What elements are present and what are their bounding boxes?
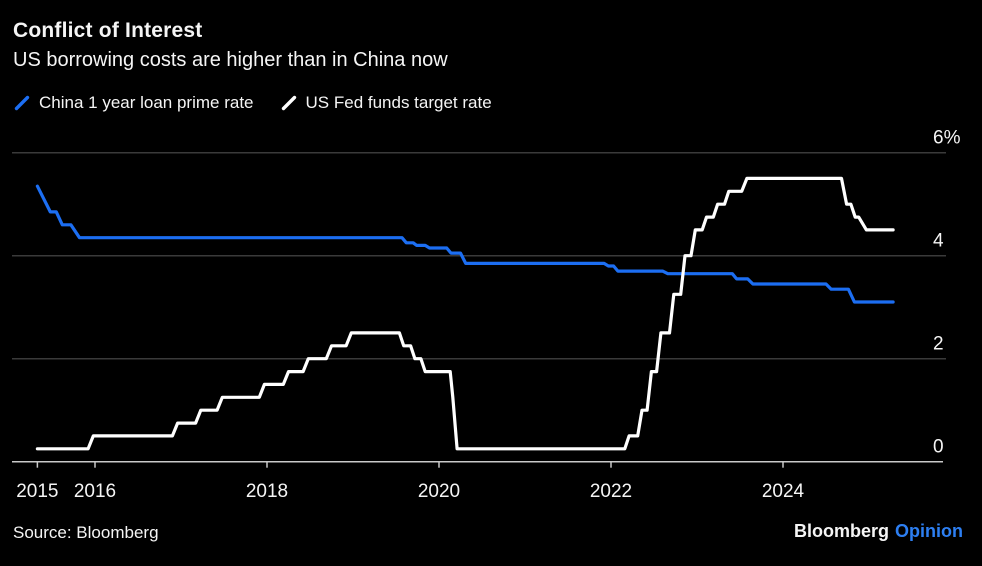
series-line-us-fed-funds-target-rate [35, 176, 895, 451]
x-tick-label-2018: 2018 [246, 481, 288, 502]
legend-label-china: China 1 year loan prime rate [39, 93, 254, 112]
y-tick-label-6: 6% [933, 128, 961, 149]
x-tick-label-2020: 2020 [418, 481, 460, 502]
brand-opinion: Opinion [895, 521, 963, 541]
series-line-china-1-year-loan-prime-rate [35, 184, 895, 304]
legend-label-us: US Fed funds target rate [305, 93, 492, 112]
y-tick-label-0: 0 [933, 437, 944, 458]
x-tick-label-2015: 2015 [16, 481, 58, 502]
x-tick-label-2016: 2016 [74, 481, 116, 502]
bloomberg-opinion-logo: Bloomberg Opinion [794, 521, 963, 542]
chart-legend: China 1 year loan prime rate US Fed fund… [13, 93, 492, 113]
chart-subtitle: US borrowing costs are higher than in Ch… [13, 49, 448, 71]
source-note: Source: Bloomberg [13, 523, 159, 542]
x-tick-label-2022: 2022 [590, 481, 632, 502]
china-series-slash-icon [14, 95, 30, 111]
china-series-slash-stroke [14, 95, 30, 111]
y-tick-label-4: 4 [933, 231, 944, 252]
us-series-slash-icon [281, 95, 296, 111]
us-series-slash-stroke [281, 95, 296, 111]
y-tick-label-2: 2 [933, 334, 944, 355]
page-title: Conflict of Interest [13, 19, 203, 42]
legend-item-us: US Fed funds target rate [280, 93, 492, 113]
x-tick-label-2024: 2024 [762, 481, 805, 502]
brand-bloomberg: Bloomberg [794, 521, 890, 541]
legend-item-china: China 1 year loan prime rate [13, 93, 254, 113]
